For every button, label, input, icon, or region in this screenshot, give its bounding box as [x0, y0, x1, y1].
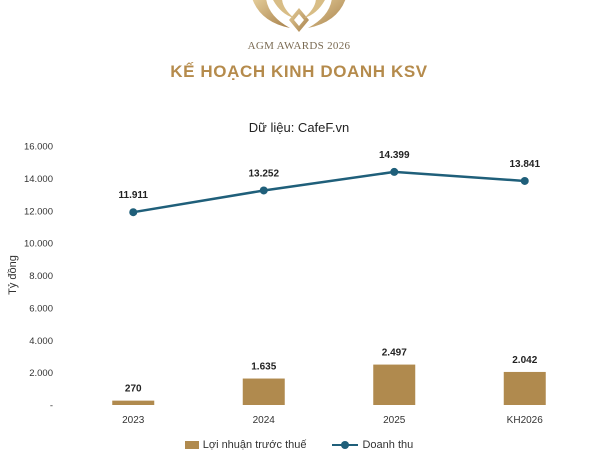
- legend: Lợi nhuận trước thuế Doanh thu: [0, 439, 598, 451]
- revenue-point: [259, 186, 268, 195]
- legend-item-revenue: Doanh thu: [332, 439, 413, 451]
- y-tick-label: 12.000: [24, 206, 53, 217]
- revenue-point: [129, 208, 138, 217]
- y-axis-label: Tỷ đồng: [7, 255, 19, 295]
- x-tick-label: 2024: [253, 415, 276, 426]
- agm-awards-logo: [252, 0, 346, 32]
- y-tick-label: 14.000: [24, 174, 53, 185]
- legend-swatch-bar: [184, 441, 199, 449]
- revenue-line: [133, 170, 525, 214]
- x-tick-label: KH2026: [507, 415, 544, 426]
- revenue-point: [520, 176, 529, 185]
- legend-item-profit: Lợi nhuận trước thuế: [184, 439, 307, 451]
- line-data-label: 13.841: [509, 159, 540, 170]
- legend-label-revenue: Doanh thu: [362, 439, 414, 451]
- chart-title: KẾ HOẠCH KINH DOANH KSV: [170, 62, 428, 81]
- legend-label-profit: Lợi nhuận trước thuế: [202, 439, 307, 451]
- line-data-label: 14.399: [379, 150, 410, 161]
- y-tick-label: 10.000: [24, 239, 53, 250]
- x-tick-label: 2025: [383, 415, 406, 426]
- bar-data-label: 270: [125, 384, 142, 395]
- y-tick-label: 8.000: [29, 271, 53, 282]
- y-tick-label: 4.000: [29, 336, 53, 347]
- line-data-label: 13.252: [248, 168, 279, 179]
- x-tick-label: 2023: [122, 415, 145, 426]
- bar-data-label: 2.042: [512, 355, 537, 366]
- logo-text: AGM AWARDS 2026: [247, 40, 351, 52]
- bar-data-label: 1.635: [251, 362, 276, 373]
- bar-profit: [373, 364, 416, 405]
- y-tick-label: 6.000: [29, 303, 53, 314]
- revenue-point: [390, 167, 399, 176]
- line-data-label: 11.911: [119, 190, 149, 201]
- y-tick-label: -: [50, 401, 53, 412]
- y-tick-label: 2.000: [29, 368, 53, 379]
- bar-profit: [242, 378, 285, 405]
- data-source: Dữ liệu: CafeF.vn: [248, 120, 350, 135]
- bar-profit: [112, 400, 155, 405]
- y-tick-label: 16.000: [24, 142, 53, 153]
- legend-swatch-line: [332, 440, 359, 450]
- bar-profit: [503, 371, 546, 405]
- bar-data-label: 2.497: [382, 348, 407, 359]
